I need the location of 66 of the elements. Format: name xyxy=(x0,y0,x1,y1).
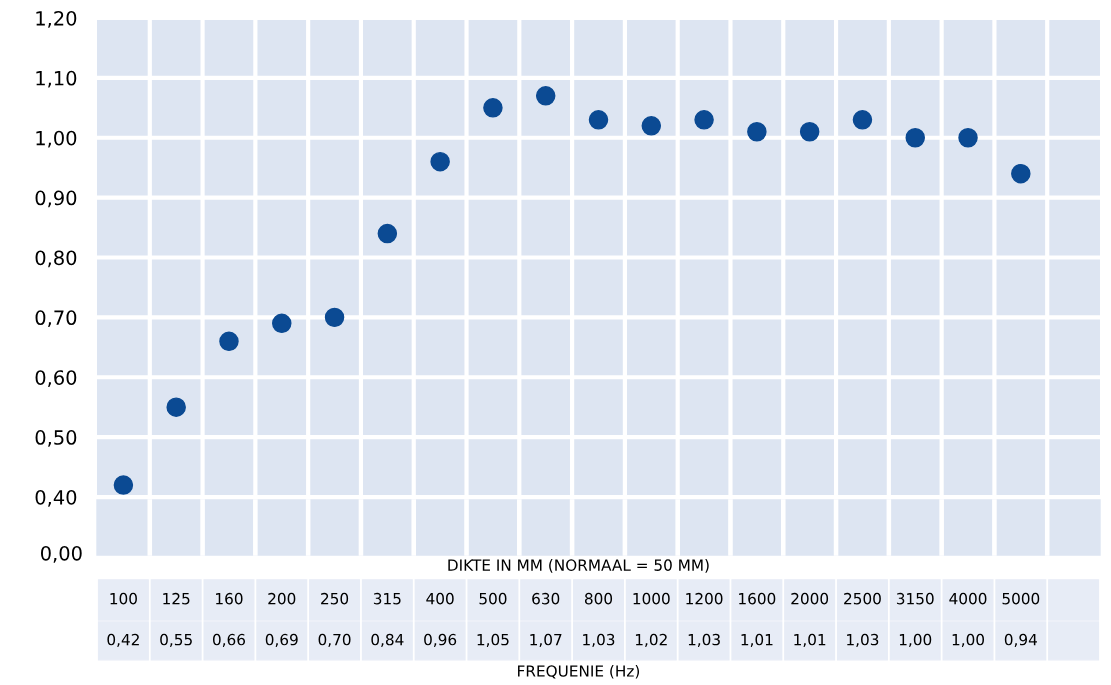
point xyxy=(324,307,345,328)
point xyxy=(483,98,503,118)
text: 0,00 xyxy=(40,545,82,563)
y-tick-label: 1,20 xyxy=(36,10,77,28)
text: DIKTE IN MM (NORMAAL = 50 MM) xyxy=(448,559,709,573)
point xyxy=(694,110,714,130)
point xyxy=(1011,163,1031,184)
y-tick-label: 0,80 xyxy=(35,250,77,268)
data-label: 0,96 xyxy=(424,633,457,647)
y-tick-label: 0,70 xyxy=(35,310,77,328)
point xyxy=(272,313,292,334)
x-tick-label: 400 xyxy=(426,592,454,605)
x-tick-label: 3150 xyxy=(896,592,934,605)
x-tick-label: 160 xyxy=(216,592,243,605)
x-tick-label: 800 xyxy=(584,592,613,605)
data-label: 1,00 xyxy=(952,633,985,647)
y-tick-label: 0,60 xyxy=(35,370,77,387)
x-axis-title: FREQUENIE (Hz) xyxy=(518,664,640,679)
data-label: 1,03 xyxy=(583,633,615,647)
data-label: 0,55 xyxy=(160,633,192,647)
point xyxy=(219,331,239,352)
x-tick-label: 315 xyxy=(373,592,401,605)
point xyxy=(113,475,134,495)
x-tick-label: 630 xyxy=(532,592,560,605)
point xyxy=(588,110,609,130)
data-label: 1,01 xyxy=(741,633,773,647)
x-tick-label: 125 xyxy=(163,592,190,605)
data-label: 1,03 xyxy=(688,633,720,647)
point xyxy=(430,151,450,172)
data-label: 1,03 xyxy=(847,633,879,647)
y-tick-label: 0,50 xyxy=(35,430,77,447)
point xyxy=(852,110,873,130)
x-tick-label: 500 xyxy=(479,592,507,605)
point xyxy=(799,122,820,142)
point xyxy=(377,223,398,244)
y-tick-label: 0,90 xyxy=(35,190,77,208)
data-label: 0,94 xyxy=(1004,633,1037,647)
y-tick-label: 1,00 xyxy=(36,130,77,148)
point xyxy=(166,397,186,417)
data-label: 0,42 xyxy=(107,633,139,647)
x-tick-label: 1600 xyxy=(739,592,776,605)
point xyxy=(535,86,556,106)
data-label: 1,05 xyxy=(477,633,509,647)
point xyxy=(905,128,925,148)
data-label: 0,70 xyxy=(318,633,351,647)
x-tick-label: 250 xyxy=(321,592,349,605)
point xyxy=(958,128,978,148)
data-label: 1,01 xyxy=(794,633,826,647)
x-tick-label: 2000 xyxy=(791,592,829,605)
x-tick-label: 100 xyxy=(110,592,137,605)
point xyxy=(747,122,767,142)
x-tick-label: 1200 xyxy=(686,592,723,605)
y-tick-label: 1,10 xyxy=(36,70,77,88)
x-tick-label: 5000 xyxy=(1002,592,1040,605)
y-tick-label: 0,40 xyxy=(35,489,77,507)
point xyxy=(641,116,662,136)
data-label: 0,84 xyxy=(371,633,404,647)
data-label: 1,00 xyxy=(899,633,932,647)
data-label: 0,66 xyxy=(212,633,246,647)
data-label: 1,02 xyxy=(635,633,667,647)
data-label: 0,69 xyxy=(265,633,298,647)
x-tick-label: 200 xyxy=(268,592,296,605)
data-label: 1,07 xyxy=(530,633,562,647)
x-tick-label: 4000 xyxy=(949,592,987,605)
x-tick-label: 2500 xyxy=(844,592,881,605)
x-tick-label: 1000 xyxy=(633,592,670,605)
